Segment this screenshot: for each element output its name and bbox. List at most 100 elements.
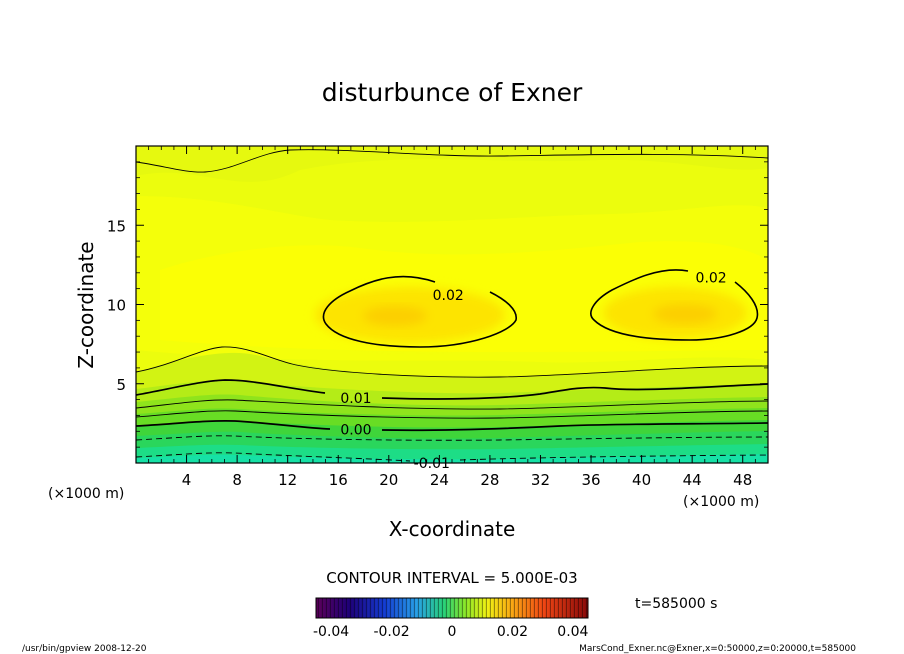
colorbar-swatch [342,598,344,618]
time-label: t=585000 s [635,596,717,612]
colorbar-swatch [542,598,544,618]
colorbar-swatch [552,598,554,618]
contour-line-0.02-right [590,269,759,341]
colorbar-swatch [344,598,346,618]
colorbar-swatch [564,598,566,618]
colorbar-swatch [518,598,520,618]
colorbar-swatch [412,598,414,618]
colorbar-swatch [574,598,576,618]
colorbar-swatch [324,598,326,618]
colorbar-swatch [530,598,532,618]
x-tick-label: 36 [581,471,600,489]
colorbar-swatch [354,598,356,618]
colorbar-swatch [446,598,448,618]
colorbar-swatch [528,598,530,618]
colorbar-swatch [438,598,440,618]
colorbar-swatch [320,598,322,618]
colorbar-swatch [468,598,470,618]
colorbar-swatch [348,598,350,618]
colorbar-swatch [572,598,574,618]
colorbar-swatch [378,598,380,618]
colorbar-swatch [432,598,434,618]
colorbar-swatch [500,598,502,618]
colorbar-swatch [496,598,498,618]
colorbar-swatch [426,598,428,618]
colorbar-swatch [514,598,516,618]
contour-label: 0.01 [340,391,371,407]
colorbar-swatch [568,598,570,618]
colorbar-swatch [480,598,482,618]
colorbar-swatch [346,598,348,618]
colorbar-swatch [414,598,416,618]
colorbar-swatch [382,598,384,618]
colorbar-swatch [410,598,412,618]
x-tick-label: 28 [480,471,499,489]
high-core-left [363,306,427,326]
colorbar-swatch [350,598,352,618]
x-axis-unit-right: (×1000 m) [683,494,759,510]
colorbar-swatch [450,598,452,618]
colorbar-swatch [462,598,464,618]
colorbar-swatch [576,598,578,618]
contour-line-thin-upper [136,346,768,378]
colorbar-swatch [506,598,508,618]
colorbar-swatch [390,598,392,618]
colorbar-swatch [456,598,458,618]
x-tick-label: 12 [278,471,297,489]
x-tick-label: 48 [733,471,752,489]
colorbar-swatch [498,598,500,618]
colorbar-swatch [434,598,436,618]
colorbar-swatch [478,598,480,618]
contour-labels: 0.02 0.02 0.01 0.00 -0.01 [340,271,726,472]
colorbar-swatch [366,598,368,618]
colorbar-swatch [490,598,492,618]
colorbar-swatch [338,598,340,618]
footer-left: /usr/bin/gpview 2008-12-20 [22,644,147,654]
colorbar-swatch [534,598,536,618]
colorbar-swatch [316,598,318,618]
x-tick-label: 44 [683,471,702,489]
colorbar-swatch [406,598,408,618]
colorbar-swatch [332,598,334,618]
x-tick-label: 32 [531,471,550,489]
colorbar-swatch [334,598,336,618]
filled-contours [136,146,768,463]
contour-line-0.02-left [322,275,517,348]
colorbar-swatch [526,598,528,618]
colorbar-swatch [362,598,364,618]
high-core-right [653,304,717,324]
colorbar-tick-label: 0.04 [557,624,588,640]
colorbar-swatch [486,598,488,618]
colorbar-swatch [578,598,580,618]
colorbar-swatch [570,598,572,618]
colorbar-tick-label: -0.02 [373,624,409,640]
colorbar-swatch [494,598,496,618]
colorbar-swatch [388,598,390,618]
colorbar-swatch [476,598,478,618]
colorbar-swatch [488,598,490,618]
colorbar-swatch [330,598,332,618]
fill-band-lower-8 [136,454,768,463]
contour-line-top [136,149,768,173]
colorbar-swatch [386,598,388,618]
colorbar-swatch [546,598,548,618]
colorbar-swatch [396,598,398,618]
contour-line-0.01 [136,379,768,400]
contour-line-dashed-2 [136,452,768,462]
colorbar-swatch [554,598,556,618]
y-axis-label: Z-coordinate [74,241,98,368]
x-tick-label: 16 [329,471,348,489]
colorbar-swatch [436,598,438,618]
colorbar-swatch [516,598,518,618]
colorbar-swatch [544,598,546,618]
colorbar-swatch [532,598,534,618]
colorbar-swatch [340,598,342,618]
colorbar-swatch [408,598,410,618]
contour-lines [136,149,768,462]
contour-label: 0.00 [340,423,371,439]
contour-label: 0.02 [696,271,727,287]
colorbar-swatch [404,598,406,618]
colorbar-swatch [520,598,522,618]
colorbar-swatch [430,598,432,618]
colorbar-swatch [566,598,568,618]
